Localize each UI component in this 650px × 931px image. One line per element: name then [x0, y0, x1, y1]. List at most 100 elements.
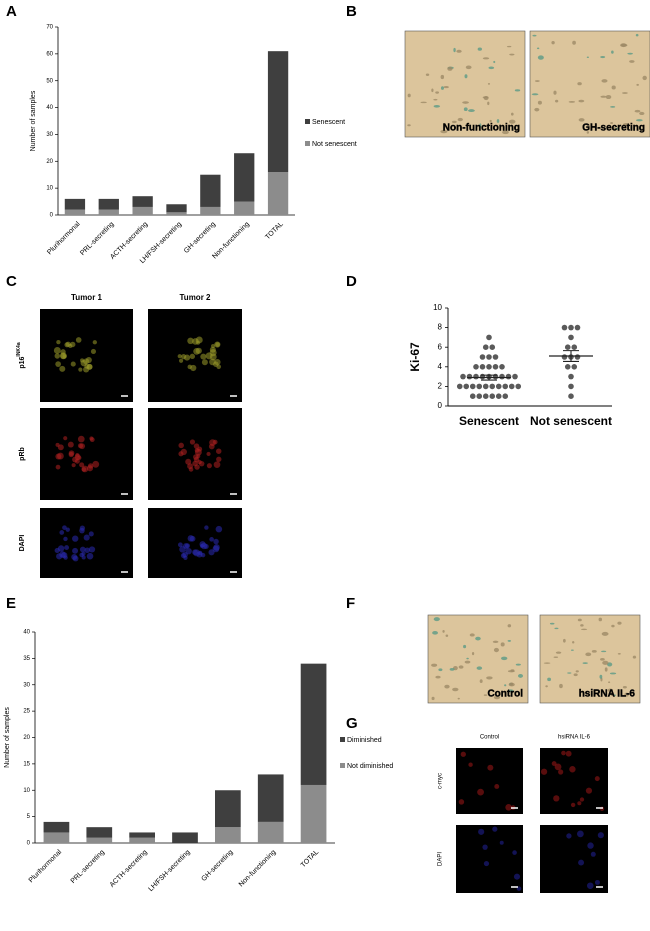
data-point — [571, 344, 578, 351]
y-tick-label: 30 — [46, 132, 53, 138]
cell — [457, 117, 463, 122]
cell — [216, 456, 222, 462]
data-point — [492, 354, 499, 360]
cell — [486, 676, 493, 680]
cell — [92, 340, 97, 345]
cell — [431, 663, 438, 667]
cell — [634, 109, 641, 113]
cell — [209, 358, 216, 366]
cell — [487, 82, 491, 85]
cell — [75, 453, 80, 458]
y-tick-label: 20 — [23, 735, 30, 741]
cell — [622, 122, 630, 127]
data-point — [499, 364, 505, 370]
data-point — [479, 354, 486, 360]
cell — [78, 367, 83, 372]
cell — [86, 552, 94, 560]
cell — [62, 354, 67, 359]
bar-segment — [129, 837, 155, 843]
legend-label: Not diminished — [347, 763, 393, 770]
cell — [209, 537, 214, 542]
cell — [194, 447, 200, 453]
cell — [598, 617, 603, 622]
cell — [570, 802, 576, 808]
cell — [553, 90, 557, 95]
cell — [488, 66, 495, 70]
cell — [600, 55, 606, 59]
data-point — [486, 364, 492, 370]
y-tick-label: 10 — [46, 186, 53, 192]
cell — [81, 467, 87, 472]
cell — [537, 100, 542, 105]
cell — [514, 89, 521, 92]
cell — [431, 88, 434, 93]
cell — [57, 452, 64, 460]
cell — [635, 33, 639, 37]
cell — [54, 547, 60, 554]
data-point — [489, 393, 496, 400]
cell — [632, 655, 637, 659]
cell — [177, 354, 182, 359]
cell — [407, 124, 411, 127]
cell — [531, 93, 539, 96]
cell — [602, 660, 609, 665]
row-label-sup: INK4a — [16, 342, 22, 356]
cell — [543, 662, 551, 664]
cell — [554, 627, 559, 630]
bar-segment — [98, 198, 119, 210]
cell — [479, 123, 482, 128]
cell — [204, 525, 209, 530]
cell — [466, 657, 469, 660]
cell — [438, 668, 443, 672]
cell — [554, 763, 562, 771]
cell — [72, 555, 79, 562]
y-axis-label: Number of samples — [30, 90, 37, 151]
cell — [199, 541, 206, 548]
data-point — [568, 324, 574, 331]
cell — [489, 119, 492, 123]
y-tick-label: 0 — [438, 401, 443, 410]
data-point — [469, 383, 476, 390]
data-point — [482, 393, 489, 400]
y-tick-label: 50 — [46, 78, 53, 84]
x-tick-label: Plurihormonal — [46, 220, 82, 256]
cell — [566, 833, 572, 839]
bar-segment — [43, 821, 70, 833]
cell — [586, 131, 590, 134]
cell — [622, 92, 628, 94]
cell — [464, 74, 468, 79]
bar-segment — [172, 832, 198, 843]
cell — [482, 844, 488, 850]
cell — [440, 74, 445, 80]
cell — [210, 343, 216, 349]
cell — [547, 677, 552, 682]
data-point — [473, 373, 479, 380]
y-tick-label: 10 — [23, 788, 30, 794]
cell — [194, 464, 200, 470]
y-tick-label: 2 — [438, 382, 443, 391]
cell — [55, 361, 61, 367]
panel-letter: E — [6, 595, 16, 612]
cell — [440, 129, 448, 134]
cell — [214, 341, 221, 348]
cell — [177, 542, 183, 548]
x-tick-label: Non-functioning — [211, 221, 251, 261]
y-tick-label: 40 — [23, 630, 30, 636]
cell — [483, 860, 490, 867]
cell — [578, 859, 585, 866]
cell — [407, 93, 411, 98]
cell — [458, 799, 465, 805]
cell — [629, 60, 635, 63]
cell — [551, 40, 555, 45]
cell — [183, 543, 189, 549]
x-tick-label: TOTAL — [300, 849, 321, 870]
micrograph — [40, 408, 133, 500]
cell — [54, 353, 61, 359]
cell — [435, 91, 440, 94]
image-label: GH-secreting — [582, 123, 645, 134]
cell — [572, 40, 576, 45]
cell — [65, 341, 71, 347]
cell — [611, 50, 614, 54]
cell — [77, 443, 84, 449]
legend-label: Not senescent — [312, 141, 357, 148]
